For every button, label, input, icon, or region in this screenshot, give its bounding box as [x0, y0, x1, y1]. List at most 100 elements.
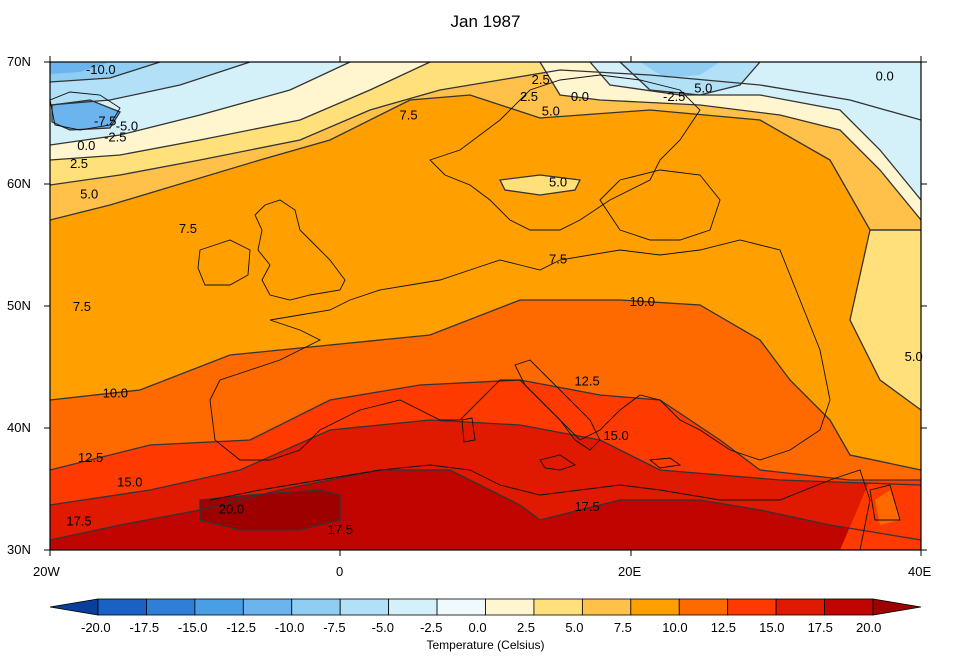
plot-frame — [44, 56, 927, 556]
contour-label: 7.5 — [73, 299, 91, 314]
colorbar-tick-label: 17.5 — [807, 620, 833, 635]
tick-marks — [44, 56, 927, 556]
colorbar-swatch — [436, 598, 486, 616]
coast-ireland — [197, 239, 251, 286]
ne-cold-4 — [640, 62, 720, 78]
colorbar — [49, 598, 922, 616]
contour-label: 17.5 — [574, 499, 599, 514]
scand-patch — [500, 175, 580, 195]
contour-fill-layer — [50, 62, 921, 550]
ne-cold-2 — [590, 62, 921, 200]
coast-great-britain — [254, 199, 346, 301]
colorbar-tick-label: -15.0 — [177, 620, 208, 635]
map-title: Jan 1987 — [450, 12, 521, 31]
contour-label: 15.0 — [117, 475, 142, 490]
colorbar-max-triangle — [872, 598, 922, 616]
colorbar-tick-label: 20.0 — [856, 620, 882, 635]
contour-label: 10.0 — [630, 294, 655, 309]
colorbar-swatch — [339, 598, 390, 616]
colorbar-min-triangle — [49, 598, 99, 616]
colorbar-swatch — [291, 598, 341, 616]
band-cold-4 — [52, 100, 120, 130]
contour-labels: -10.0-7.5 -5.0-2.50.02.55.07.57.55.07.57.… — [66, 62, 922, 537]
colorbar-tick-label: 15.0 — [759, 620, 785, 635]
contour-label: 5.0 — [549, 174, 567, 189]
contour-label: -2.5 — [663, 89, 685, 104]
colorbar-tick-label: -17.5 — [129, 620, 160, 635]
band-20 — [200, 490, 340, 530]
colorbar-tick-label: -2.5 — [420, 620, 443, 635]
colorbar-tick-label: -7.5 — [323, 620, 346, 635]
lon-label-20w: 20W — [33, 564, 60, 579]
colorbar-tick-label: 10.0 — [662, 620, 688, 635]
contour-label: -7.5 — [94, 113, 116, 128]
contour-label: 17.5 — [328, 522, 353, 537]
colorbar-tick-label: -12.5 — [226, 620, 256, 635]
coast-continent — [209, 239, 831, 461]
contour-label: -5.0 — [116, 118, 138, 133]
colorbar-swatch — [242, 598, 293, 616]
colorbar-swatch — [485, 598, 535, 616]
lat-label-60n: 60N — [7, 176, 31, 191]
coast-sardinia — [461, 417, 476, 443]
contour-label: 0.0 — [77, 138, 95, 153]
contour-label: 15.0 — [603, 428, 628, 443]
colorbar-tick-label: -5.0 — [371, 620, 395, 635]
contour-label: -10.0 — [86, 62, 116, 77]
lon-label-0: 0 — [336, 564, 344, 579]
colorbar-tick-label: -10.0 — [274, 620, 305, 635]
colorbar-swatch — [775, 598, 825, 616]
contour-label: 7.5 — [549, 251, 567, 266]
contour-label: 0.0 — [571, 89, 589, 104]
colorbar-swatch — [630, 598, 680, 616]
colorbar-swatch — [146, 598, 196, 616]
coast-italy — [514, 359, 601, 451]
east-yellow — [850, 230, 921, 410]
contour-label: -2.5 — [104, 129, 126, 144]
coast-baltic — [599, 169, 721, 241]
colorbar-swatch — [727, 598, 777, 616]
lat-label-50n: 50N — [7, 298, 31, 313]
contour-label: 5.0 — [905, 349, 923, 364]
contour-label: 20.0 — [219, 501, 244, 516]
lat-label-30n: 30N — [7, 542, 31, 557]
coast-sicily — [539, 454, 577, 471]
contour-label: 0.0 — [876, 68, 894, 83]
contour-label: 7.5 — [400, 107, 418, 122]
lon-label-40e: 40E — [908, 564, 932, 579]
coast-cyprus — [869, 484, 901, 521]
coast-scandinavia — [429, 74, 701, 231]
colorbar-tick-label: 2.5 — [516, 620, 536, 635]
band-cold-5 — [50, 62, 110, 74]
colorbar-swatch — [533, 598, 583, 616]
patch-east-17 — [875, 490, 900, 525]
contour-label: 5.0 — [80, 187, 98, 202]
contour-label: 2.5 — [532, 72, 550, 87]
lon-label-20e: 20E — [618, 564, 642, 579]
coast-iceland — [50, 91, 121, 131]
contour-label: 2.5 — [520, 89, 538, 104]
contour-label: 12.5 — [78, 450, 103, 465]
colorbar-swatch — [388, 598, 438, 616]
colorbar-swatch — [97, 598, 147, 616]
colorbar-title: Temperature (Celsius) — [426, 638, 545, 652]
contour-label: 2.5 — [70, 156, 88, 171]
contour-label: 17.5 — [66, 514, 91, 529]
colorbar-tick-label: -20.0 — [81, 620, 111, 635]
contour-label: 12.5 — [574, 373, 599, 388]
contour-label: 5.0 — [694, 81, 712, 96]
contour-lines — [50, 62, 921, 541]
colorbar-swatch — [581, 598, 632, 616]
coast-crete — [648, 457, 682, 469]
colorbar-swatch — [194, 598, 244, 616]
colorbar-swatch — [824, 598, 874, 616]
colorbar-tick-label: 7.5 — [613, 620, 632, 635]
contour-label: 5.0 — [542, 104, 560, 119]
lat-label-70n: 70N — [7, 54, 31, 69]
colorbar-tick-label: 12.5 — [710, 620, 736, 635]
colorbar-swatch — [678, 598, 729, 616]
colorbar-tick-label: 5.0 — [565, 620, 584, 635]
contour-label: 10.0 — [103, 386, 128, 401]
lat-label-40n: 40N — [7, 420, 31, 435]
